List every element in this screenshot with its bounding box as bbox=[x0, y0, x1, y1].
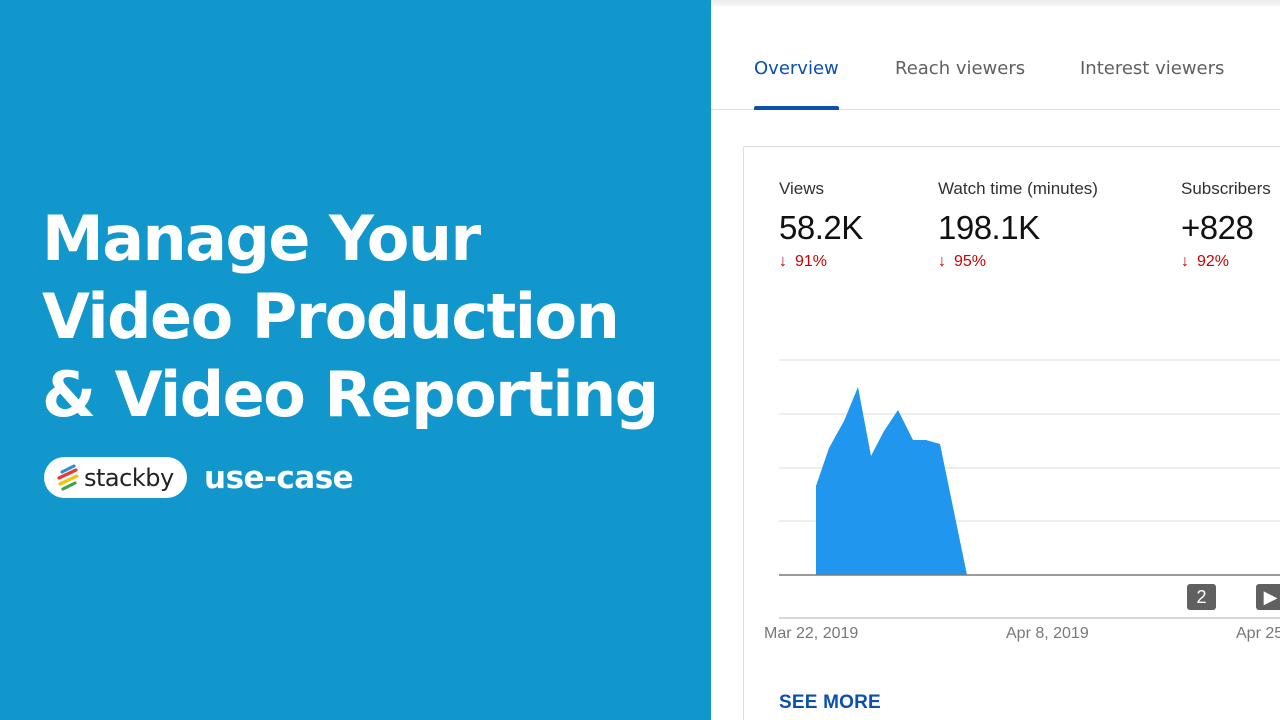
brand-name: stackby bbox=[84, 463, 174, 492]
metric-watch-time[interactable]: Watch time (minutes) 198.1K ↓ 95% bbox=[938, 179, 1098, 271]
see-more-link[interactable]: SEE MORE bbox=[779, 692, 881, 713]
metric-delta: ↓ 92% bbox=[1181, 253, 1271, 271]
metric-label: Views bbox=[779, 179, 825, 198]
play-right-icon[interactable]: ▶ bbox=[1256, 584, 1280, 610]
promo-headline: Manage Your Video Production & Video Rep… bbox=[42, 200, 659, 434]
views-area bbox=[816, 387, 967, 575]
x-label-mid: Apr 8, 2019 bbox=[1006, 625, 1089, 642]
stackby-logo-icon bbox=[57, 463, 79, 491]
brand-row: stackby use-case bbox=[44, 457, 354, 498]
metric-views[interactable]: Views 58.2K ↓ 91% bbox=[779, 179, 863, 271]
metric-delta: ↓ 95% bbox=[938, 253, 1098, 271]
tab-interest-viewers[interactable]: Interest viewers bbox=[1080, 58, 1225, 79]
tab-overview[interactable]: Overview bbox=[754, 58, 839, 110]
metric-label: Watch time (minutes) bbox=[938, 179, 1098, 198]
stackby-logo-pill: stackby bbox=[44, 457, 187, 498]
metric-subscribers[interactable]: Subscribers +828 ↓ 92% bbox=[1181, 179, 1271, 271]
marker-badge[interactable]: 2 bbox=[1187, 584, 1216, 610]
metric-value: +828 bbox=[1181, 209, 1254, 246]
promo-panel: Manage Your Video Production & Video Rep… bbox=[0, 0, 711, 720]
headline-line-3: & Video Reporting bbox=[42, 358, 659, 431]
headline-line-1: Manage Your bbox=[42, 202, 481, 275]
x-label-start: Mar 22, 2019 bbox=[764, 625, 859, 642]
metric-delta: ↓ 91% bbox=[779, 253, 863, 271]
metric-value: 58.2K bbox=[779, 209, 863, 246]
overview-card: Views 58.2K ↓ 91% Watch time (minutes) 1… bbox=[743, 146, 1280, 720]
metric-value: 198.1K bbox=[938, 209, 1040, 246]
delta-value: 92% bbox=[1197, 253, 1230, 270]
x-label-end: Apr 25 bbox=[1236, 625, 1280, 642]
arrow-down-icon: ↓ bbox=[1181, 253, 1189, 270]
delta-value: 91% bbox=[795, 253, 828, 270]
delta-value: 95% bbox=[954, 253, 987, 270]
arrow-down-icon: ↓ bbox=[779, 253, 787, 270]
metric-label: Subscribers bbox=[1181, 179, 1271, 198]
top-shadow-bar bbox=[711, 0, 1280, 6]
tab-reach-viewers[interactable]: Reach viewers bbox=[895, 58, 1026, 79]
headline-line-2: Video Production bbox=[42, 280, 620, 353]
arrow-down-icon: ↓ bbox=[938, 253, 946, 270]
views-area-chart bbox=[779, 359, 1280, 619]
analytics-tabs: Overview Reach viewers Interest viewers bbox=[711, 58, 1280, 110]
analytics-panel: Overview Reach viewers Interest viewers … bbox=[711, 0, 1280, 720]
use-case-tag: use-case bbox=[204, 459, 354, 496]
